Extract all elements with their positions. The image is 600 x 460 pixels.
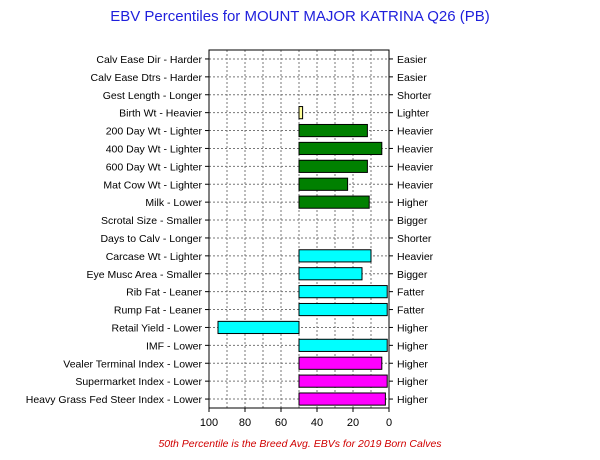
direction-label: Higher bbox=[397, 197, 428, 209]
category-label: Eye Musc Area - Smaller bbox=[86, 269, 202, 281]
bar bbox=[217, 320, 300, 335]
chart-title: EBV Percentiles for MOUNT MAJOR KATRINA … bbox=[110, 8, 490, 25]
category-label: Milk - Lower bbox=[145, 197, 202, 209]
category-label: Rib Fat - Leaner bbox=[126, 287, 202, 299]
category-label: Birth Wt - Heavier bbox=[119, 108, 202, 120]
category-label: 600 Day Wt - Lighter bbox=[106, 161, 203, 173]
direction-label: Easier bbox=[397, 72, 427, 84]
direction-label: Shorter bbox=[397, 233, 432, 245]
bar bbox=[298, 267, 363, 281]
plot-frame bbox=[208, 49, 390, 409]
bar bbox=[298, 302, 388, 317]
grid-lines bbox=[209, 50, 389, 408]
category-label: Calv Ease Dtrs - Harder bbox=[91, 72, 203, 84]
direction-label: Heavier bbox=[397, 126, 434, 138]
category-label: Rump Fat - Leaner bbox=[114, 305, 203, 317]
direction-label: Bigger bbox=[397, 215, 428, 227]
bar bbox=[298, 392, 386, 406]
tick-marks: 100 80 60 40 20 0 bbox=[200, 58, 393, 429]
category-label: Supermarket Index - Lower bbox=[75, 376, 202, 388]
bar bbox=[298, 141, 383, 156]
category-label: Retail Yield - Lower bbox=[112, 322, 203, 334]
x-tick-label: 40 bbox=[311, 417, 323, 429]
direction-label: Lighter bbox=[397, 108, 430, 120]
direction-label: Heavier bbox=[397, 161, 434, 173]
bar bbox=[298, 338, 388, 352]
bar bbox=[298, 123, 368, 138]
x-tick-label: 60 bbox=[275, 417, 287, 429]
category-label: Scrotal Size - Smaller bbox=[101, 215, 202, 227]
direction-label: Higher bbox=[397, 340, 428, 352]
x-tick-label: 0 bbox=[386, 417, 392, 429]
bar bbox=[298, 356, 383, 370]
direction-label: Heavier bbox=[397, 179, 434, 191]
category-label: Heavy Grass Fed Steer Index - Lower bbox=[26, 394, 203, 406]
direction-label: Higher bbox=[397, 322, 428, 334]
bar bbox=[298, 159, 368, 173]
direction-label: Fatter bbox=[397, 305, 425, 317]
direction-label: Higher bbox=[397, 358, 428, 370]
bar bbox=[298, 285, 388, 299]
bar bbox=[298, 177, 349, 191]
bar bbox=[298, 106, 304, 120]
bar bbox=[298, 195, 370, 209]
direction-label: Shorter bbox=[397, 90, 432, 102]
direction-label: Higher bbox=[397, 376, 428, 388]
bars bbox=[217, 106, 388, 406]
bar bbox=[298, 249, 372, 263]
bar bbox=[298, 374, 388, 388]
category-label: 400 Day Wt - Lighter bbox=[106, 143, 203, 155]
category-label: Calv Ease Dir - Harder bbox=[96, 54, 202, 66]
direction-label: Heavier bbox=[397, 143, 434, 155]
x-tick-label: 100 bbox=[200, 417, 218, 429]
direction-label: Bigger bbox=[397, 269, 428, 281]
category-label: 200 Day Wt - Lighter bbox=[106, 126, 203, 138]
x-tick-label: 80 bbox=[239, 417, 251, 429]
category-label: Days to Calv - Longer bbox=[100, 233, 202, 245]
direction-label: Higher bbox=[397, 394, 428, 406]
x-tick-label: 20 bbox=[347, 417, 359, 429]
direction-label: Heavier bbox=[397, 251, 434, 263]
category-label: IMF - Lower bbox=[146, 340, 203, 352]
chart-footnote: 50th Percentile is the Breed Avg. EBVs f… bbox=[158, 438, 442, 450]
category-labels: Calv Ease Dir - Harder Calv Ease Dtrs - H… bbox=[26, 54, 434, 406]
category-label: Gest Length - Longer bbox=[103, 90, 203, 102]
direction-label: Fatter bbox=[397, 287, 425, 299]
category-label: Vealer Terminal Index - Lower bbox=[63, 358, 202, 370]
category-label: Carcase Wt - Lighter bbox=[106, 251, 203, 263]
category-label: Mat Cow Wt - Lighter bbox=[103, 179, 202, 191]
direction-label: Easier bbox=[397, 54, 427, 66]
